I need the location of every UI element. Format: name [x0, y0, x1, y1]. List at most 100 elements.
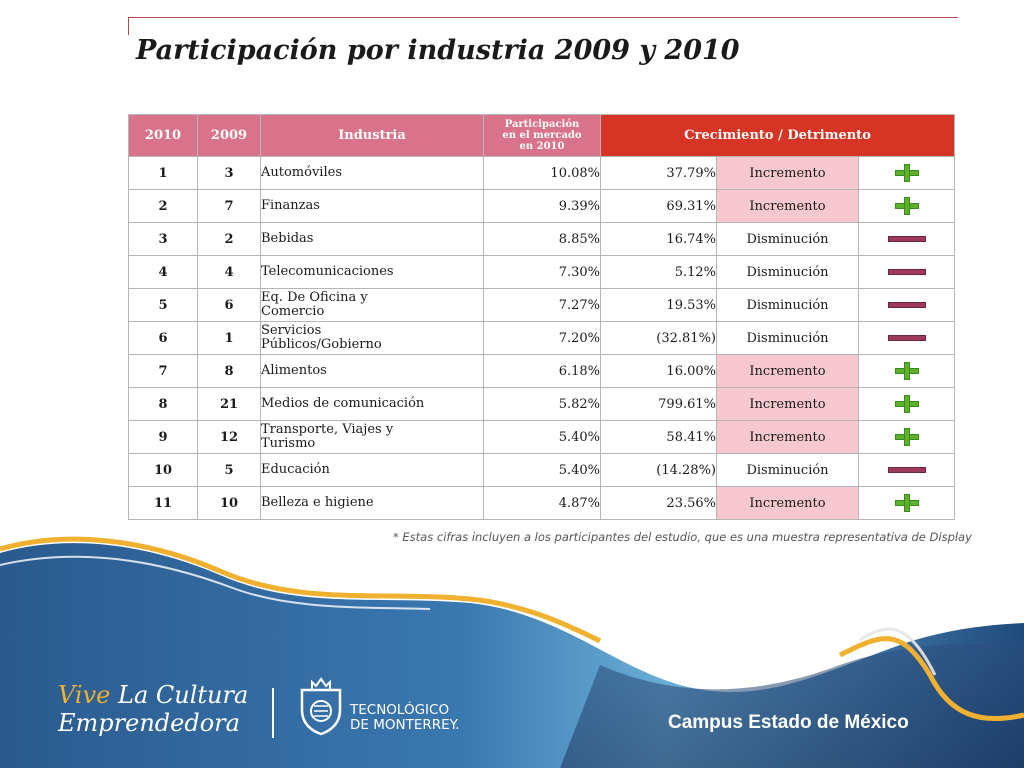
rank-2010-cell: 11	[128, 486, 198, 520]
status-cell: Incremento	[716, 420, 859, 454]
plus-icon	[894, 494, 919, 512]
minus-icon	[887, 467, 926, 473]
slide-title: Participación por industria 2009 y 2010	[136, 35, 740, 66]
industry-cell: Finanzas	[260, 189, 484, 223]
growth-cell: 69.31%	[600, 189, 717, 223]
plus-icon	[894, 428, 919, 446]
industry-name-line: Alimentos	[261, 363, 327, 378]
header-market-share-line: en el mercado	[502, 130, 582, 141]
minus-icon	[887, 269, 926, 275]
footer-divider	[272, 688, 274, 738]
minus-icon	[887, 236, 926, 242]
trend-icon-cell	[857, 486, 956, 520]
footer-slogan: Vive La Cultura Emprendedora	[58, 681, 248, 737]
status-cell: Incremento	[716, 387, 859, 421]
header-market-share: Participación en el mercado en 2010	[483, 114, 601, 157]
industry-name-line: Servicios	[261, 323, 322, 338]
industry-cell: Bebidas	[260, 222, 484, 256]
industry-name-line: Belleza e higiene	[261, 495, 374, 510]
status-cell: Disminución	[716, 222, 859, 256]
footnote: * Estas cifras incluyen a los participan…	[393, 530, 972, 544]
rank-2010-cell: 9	[128, 420, 198, 454]
table-header-row: 2010 2009 Industria Participación en el …	[128, 114, 956, 157]
industry-cell: Belleza e higiene	[260, 486, 484, 520]
rank-2009-cell: 6	[197, 288, 261, 322]
header-industry: Industria	[260, 114, 484, 157]
industry-name-line: Bebidas	[261, 231, 314, 246]
market-share-cell: 6.18%	[483, 354, 601, 388]
status-cell: Incremento	[716, 486, 859, 520]
rank-2009-cell: 10	[197, 486, 261, 520]
trend-icon-cell	[857, 189, 956, 223]
industry-cell: Medios de comunicación	[260, 387, 484, 421]
header-market-share-line: Participación	[504, 119, 580, 130]
trend-icon-cell	[857, 420, 956, 454]
market-share-cell: 7.20%	[483, 321, 601, 355]
rank-2009-cell: 8	[197, 354, 261, 388]
header-rank-2010: 2010	[128, 114, 198, 157]
market-share-cell: 4.87%	[483, 486, 601, 520]
industry-name-line: Públicos/Gobierno	[261, 337, 382, 352]
market-share-cell: 5.82%	[483, 387, 601, 421]
industry-cell: Servicios Públicos/Gobierno	[260, 321, 484, 355]
market-share-cell: 10.08%	[483, 156, 601, 190]
rank-2009-cell: 1	[197, 321, 261, 355]
trend-icon-cell	[857, 222, 956, 256]
rank-2009-cell: 2	[197, 222, 261, 256]
rank-2010-cell: 10	[128, 453, 198, 487]
table-row: 10 5 Educación 5.40% (14.28%) Disminución	[128, 453, 956, 487]
table-row: 7 8 Alimentos 6.18% 16.00% Incremento	[128, 354, 956, 388]
campus-name: Campus Estado de México	[668, 712, 909, 733]
title-rule	[128, 17, 958, 18]
industry-name-line: Telecomunicaciones	[261, 264, 394, 279]
status-cell: Disminución	[716, 453, 859, 487]
tec-crest-icon	[300, 677, 342, 736]
rank-2009-cell: 3	[197, 156, 261, 190]
table-row: 11 10 Belleza e higiene 4.87% 23.56% Incremen…	[128, 486, 956, 520]
industry-name-line: Automóviles	[261, 165, 343, 180]
market-share-cell: 7.30%	[483, 255, 601, 289]
slogan-la-cultura: La Cultura	[118, 681, 249, 709]
industry-name-line: Medios de comunicación	[261, 396, 425, 411]
footer-wave-graphic	[0, 536, 1024, 768]
trend-icon-cell	[857, 453, 956, 487]
status-cell: Disminución	[716, 255, 859, 289]
rank-2010-cell: 6	[128, 321, 198, 355]
table-row: 3 2 Bebidas 8.85% 16.74% Disminución	[128, 222, 956, 256]
growth-cell: 16.00%	[600, 354, 717, 388]
trend-icon-cell	[857, 156, 956, 190]
tec-wordmark-line2: DE MONTERREY.	[350, 717, 460, 733]
growth-cell: 37.79%	[600, 156, 717, 190]
trend-icon-cell	[857, 288, 956, 322]
rank-2009-cell: 4	[197, 255, 261, 289]
plus-icon	[894, 395, 919, 413]
industry-name-line: Educación	[261, 462, 330, 477]
plus-icon	[894, 362, 919, 380]
trend-icon-cell	[857, 321, 956, 355]
tec-wordmark-line1: TECNOLÓGICO	[350, 702, 450, 718]
status-cell: Incremento	[716, 189, 859, 223]
growth-cell: 19.53%	[600, 288, 717, 322]
rank-2009-cell: 21	[197, 387, 261, 421]
growth-cell: (14.28%)	[600, 453, 717, 487]
industry-name-line: Transporte, Viajes y	[261, 422, 394, 437]
table-row: 2 7 Finanzas 9.39% 69.31% Incremento	[128, 189, 956, 223]
table-row: 9 12 Transporte, Viajes y Turismo 5.40% 58.41…	[128, 420, 956, 454]
header-market-share-line: en 2010	[519, 141, 565, 152]
industry-cell: Transporte, Viajes y Turismo	[260, 420, 484, 454]
growth-cell: (32.81%)	[600, 321, 717, 355]
rank-2010-cell: 3	[128, 222, 198, 256]
rank-2010-cell: 4	[128, 255, 198, 289]
industry-name-line: Finanzas	[261, 198, 320, 213]
growth-cell: 58.41%	[600, 420, 717, 454]
status-cell: Disminución	[716, 288, 859, 322]
tec-wordmark: TECNOLÓGICO DE MONTERREY.	[350, 703, 459, 733]
rank-2010-cell: 1	[128, 156, 198, 190]
industry-cell: Educación	[260, 453, 484, 487]
rank-2009-cell: 5	[197, 453, 261, 487]
industry-cell: Alimentos	[260, 354, 484, 388]
rank-2009-cell: 7	[197, 189, 261, 223]
growth-cell: 5.12%	[600, 255, 717, 289]
table-row: 6 1 Servicios Públicos/Gobierno 7.20% (32.81%…	[128, 321, 956, 355]
market-share-cell: 9.39%	[483, 189, 601, 223]
